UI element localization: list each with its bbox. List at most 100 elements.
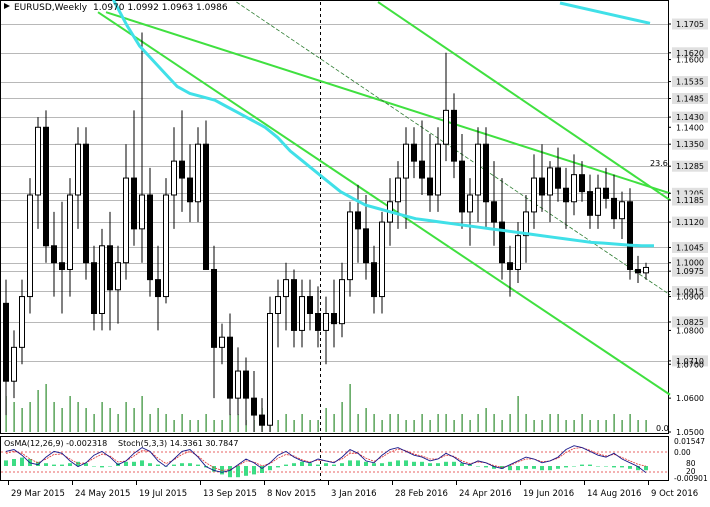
candle-body-2: [19, 296, 25, 348]
volume-bar-13: [109, 408, 111, 432]
osma-bar-34: [276, 466, 280, 468]
volume-bar-64: [517, 396, 519, 432]
candle-body-16: [131, 177, 137, 230]
volume-bar-69: [557, 414, 559, 432]
time-label-10: 9 Oct 2016: [651, 489, 698, 499]
osma-bar-67: [540, 466, 544, 471]
osma-bar-15: [124, 461, 128, 466]
osma-bar-30: [244, 466, 248, 476]
candle-body-0: [3, 302, 9, 382]
volume-bar-35: [285, 414, 287, 432]
osma-bar-76: [612, 466, 616, 468]
volume-bar-37: [301, 414, 303, 432]
volume-bar-41: [333, 414, 335, 432]
volume-bar-19: [157, 408, 159, 432]
price-label-bg-0: [672, 18, 708, 30]
volume-bar-21: [173, 420, 175, 432]
volume-bar-1: [13, 402, 15, 432]
candle-body-80: [643, 266, 649, 274]
volume-bar-3: [29, 402, 31, 432]
volume-bar-45: [365, 408, 367, 432]
candle-body-39: [315, 312, 321, 331]
candle-body-55: [443, 109, 449, 145]
price-label-16: 1.0900: [676, 293, 704, 302]
volume-bar-42: [341, 402, 343, 432]
osma-bar-10: [84, 463, 88, 466]
volume-bar-16: [133, 408, 135, 432]
volume-bar-77: [621, 420, 623, 432]
osma-bar-17: [140, 460, 144, 466]
osma-bar-2: [20, 457, 24, 466]
osma-bar-49: [396, 460, 400, 466]
price-label-11: 1.1120: [676, 218, 704, 227]
volume-bar-75: [605, 420, 607, 432]
osma-bar-7: [60, 464, 64, 466]
price-label-bg-11: [672, 216, 708, 228]
candle-body-1: [11, 346, 17, 382]
ohlc-values: 1.0970 1.0992 1.0963 1.0986: [93, 3, 228, 13]
volume-bar-74: [597, 420, 599, 432]
price-label-bg-14: [672, 265, 708, 277]
osma-bar-31: [252, 466, 256, 475]
candle-body-64: [515, 235, 521, 270]
candle-body-47: [379, 221, 385, 298]
volume-bar-23: [189, 420, 191, 432]
expand-arrow-icon[interactable]: [4, 3, 10, 9]
indicator-scale-label-4: -0.00901: [674, 474, 708, 483]
volume-bar-46: [373, 414, 375, 432]
osma-bar-0: [4, 460, 8, 466]
time-label-0: 29 Mar 2015: [11, 489, 65, 499]
volume-bar-43: [349, 384, 351, 432]
moving-average: [111, 0, 654, 248]
price-label-19: 1.0710: [676, 357, 704, 366]
candle-body-46: [371, 262, 377, 298]
osma-bar-39: [316, 464, 320, 466]
candle-body-44: [355, 211, 361, 230]
osma-bar-55: [444, 461, 448, 466]
price-label-17: 1.0825: [676, 318, 704, 327]
volume-bar-51: [413, 420, 415, 432]
price-label-bg-10: [672, 194, 708, 206]
osma-bar-13: [108, 466, 112, 467]
ma-line: [111, 0, 654, 248]
volume-bar-36: [293, 420, 295, 432]
osma-bar-46: [372, 463, 376, 466]
volume-bar-54: [437, 414, 439, 432]
candle-body-60: [483, 143, 489, 203]
volume-bar-48: [389, 414, 391, 432]
candle-body-26: [211, 268, 217, 348]
candle-body-21: [171, 160, 177, 196]
candle-body-27: [219, 336, 225, 348]
candle-body-11: [91, 262, 97, 314]
candle-body-76: [611, 197, 617, 220]
candle-body-29: [235, 370, 241, 399]
osma-bar-78: [628, 466, 632, 469]
volume-bar-27: [221, 420, 223, 432]
price-label-bg-12: [672, 241, 708, 253]
price-label-21: 1.0600: [676, 394, 704, 403]
osma-bar-77: [620, 466, 624, 468]
candle-body-18: [147, 194, 153, 281]
volume-bar-18: [149, 414, 151, 432]
indicator-scale-label-3: 20: [686, 467, 696, 476]
price-label-6: 1.1400: [676, 123, 704, 132]
osma-bar-24: [196, 464, 200, 466]
volume-bar-17: [141, 396, 143, 432]
candle-body-50: [403, 143, 409, 179]
volume-bar-8: [69, 396, 71, 432]
candle-body-73: [587, 191, 593, 216]
osma-bar-79: [636, 466, 640, 471]
volume-bar-9: [77, 402, 79, 432]
osma-bar-8: [68, 463, 72, 466]
volume-bar-29: [237, 414, 239, 432]
indicator-frame: [0, 436, 669, 481]
candle-body-15: [123, 177, 129, 264]
candle-body-41: [331, 312, 337, 325]
osma-bar-47: [380, 463, 384, 466]
volume-bar-26: [213, 420, 215, 432]
main-plot-frame: [0, 0, 669, 434]
candle-body-22: [179, 160, 185, 179]
fib-level-label: 23.6: [650, 159, 668, 168]
